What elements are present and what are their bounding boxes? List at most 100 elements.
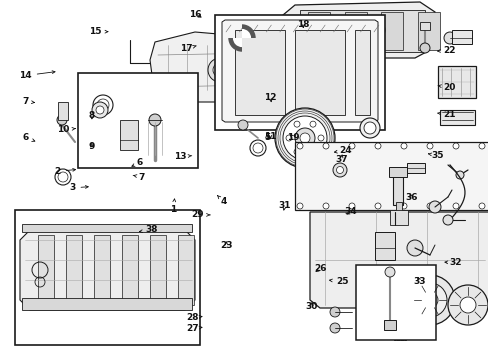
- Bar: [22, 224, 192, 232]
- Text: 27: 27: [185, 324, 202, 333]
- Circle shape: [455, 171, 463, 179]
- Circle shape: [404, 275, 454, 325]
- Text: 14: 14: [19, 71, 55, 80]
- Circle shape: [207, 58, 231, 82]
- Circle shape: [299, 133, 309, 143]
- Bar: [374, 232, 394, 260]
- Circle shape: [421, 292, 437, 308]
- Text: 9: 9: [88, 141, 95, 150]
- Text: 17: 17: [180, 44, 196, 53]
- Circle shape: [412, 283, 446, 317]
- Bar: [307, 12, 329, 50]
- Text: 7: 7: [133, 172, 145, 181]
- Text: 25: 25: [329, 277, 348, 286]
- Bar: [235, 30, 285, 115]
- Text: 21: 21: [437, 110, 455, 119]
- Circle shape: [348, 203, 354, 209]
- Text: 7: 7: [22, 97, 34, 106]
- Text: 6: 6: [22, 133, 35, 142]
- Circle shape: [364, 20, 384, 40]
- Polygon shape: [222, 20, 377, 122]
- Text: 5: 5: [264, 133, 269, 142]
- Text: 12: 12: [264, 93, 276, 102]
- Circle shape: [57, 115, 67, 125]
- Circle shape: [317, 135, 324, 141]
- Text: 30: 30: [305, 302, 318, 311]
- Bar: [437, 66, 475, 98]
- Circle shape: [406, 240, 422, 256]
- Text: 15: 15: [89, 27, 107, 36]
- Bar: [122, 235, 138, 305]
- Circle shape: [283, 116, 326, 160]
- Text: 38: 38: [139, 225, 158, 234]
- Text: 34: 34: [344, 207, 357, 216]
- Bar: [389, 210, 407, 225]
- Circle shape: [419, 43, 429, 53]
- Circle shape: [384, 267, 394, 277]
- Circle shape: [478, 203, 484, 209]
- Circle shape: [227, 24, 256, 52]
- Bar: [128, 112, 138, 128]
- Bar: [22, 298, 192, 310]
- Bar: [120, 120, 138, 150]
- Circle shape: [400, 143, 406, 149]
- Text: 11: 11: [264, 131, 276, 140]
- Circle shape: [309, 149, 315, 155]
- Polygon shape: [309, 212, 488, 308]
- Text: 13: 13: [173, 152, 191, 161]
- Bar: [178, 235, 194, 305]
- Bar: [66, 235, 82, 305]
- Bar: [110, 136, 160, 147]
- Text: 29: 29: [191, 210, 209, 219]
- Circle shape: [478, 143, 484, 149]
- Text: 24: 24: [334, 146, 351, 155]
- Bar: [58, 102, 68, 120]
- Circle shape: [323, 143, 328, 149]
- Bar: [15, 210, 200, 345]
- Bar: [406, 163, 424, 173]
- Wedge shape: [242, 29, 250, 38]
- Text: 35: 35: [427, 151, 443, 160]
- Text: 6: 6: [132, 158, 142, 167]
- Text: 1: 1: [170, 199, 176, 214]
- Circle shape: [332, 163, 346, 177]
- Polygon shape: [20, 230, 195, 310]
- Bar: [417, 12, 439, 50]
- Circle shape: [329, 323, 339, 333]
- Bar: [344, 12, 366, 50]
- Bar: [393, 330, 405, 340]
- Bar: [110, 133, 122, 150]
- Bar: [150, 235, 165, 305]
- Circle shape: [296, 143, 303, 149]
- Text: 4: 4: [217, 195, 226, 206]
- Circle shape: [336, 166, 343, 174]
- Circle shape: [452, 203, 458, 209]
- Bar: [294, 30, 345, 115]
- Text: 31: 31: [278, 201, 290, 210]
- Text: 18: 18: [296, 20, 309, 29]
- Bar: [392, 173, 402, 205]
- Text: 33: 33: [412, 277, 425, 286]
- Circle shape: [348, 143, 354, 149]
- Circle shape: [285, 135, 291, 141]
- Text: 36: 36: [405, 193, 417, 202]
- Bar: [299, 10, 424, 52]
- Circle shape: [232, 29, 250, 47]
- Circle shape: [329, 307, 339, 317]
- Circle shape: [374, 203, 380, 209]
- Circle shape: [309, 121, 315, 127]
- Text: 26: 26: [313, 264, 326, 273]
- Bar: [78, 73, 198, 168]
- Bar: [383, 320, 395, 330]
- Text: 2: 2: [55, 167, 75, 176]
- Text: 10: 10: [57, 125, 75, 134]
- Text: 16: 16: [189, 10, 202, 19]
- Circle shape: [447, 285, 487, 325]
- Text: 20: 20: [437, 83, 455, 91]
- Bar: [128, 115, 173, 125]
- Text: 32: 32: [444, 258, 461, 267]
- Bar: [354, 30, 369, 115]
- Bar: [94, 235, 110, 305]
- Circle shape: [96, 106, 104, 114]
- Circle shape: [426, 203, 432, 209]
